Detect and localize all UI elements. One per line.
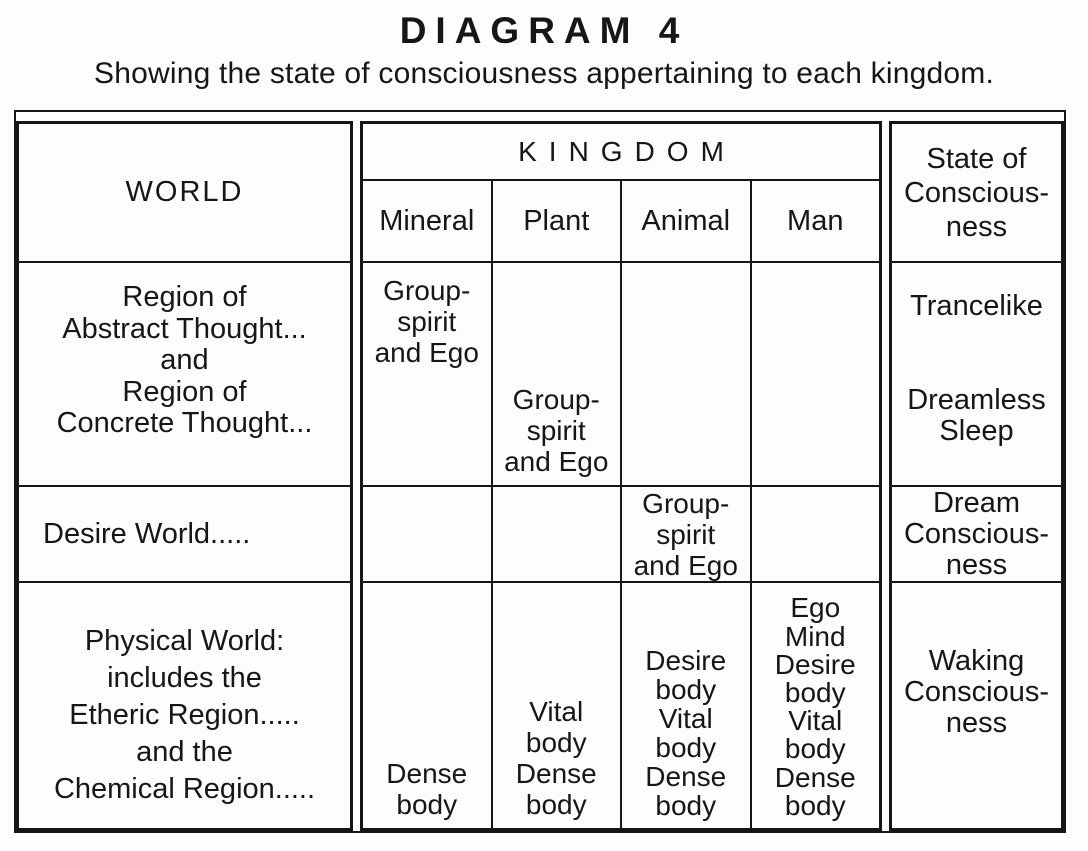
trancelike-label: Trancelike [910,290,1043,322]
kingdom-column-animal: Animal Group- spirit and Ego Desire body… [622,181,752,828]
cell-state-trancelike-dreamless: Trancelike Dreamless Sleep [892,263,1061,487]
cell-mineral-desire-world [363,487,491,583]
diagram-title: DIAGRAM 4 [399,10,689,51]
cell-man-thought-regions [751,263,879,487]
kingdom-column-man: Man Ego Mind Desire body Vital body Dens… [751,181,879,828]
consciousness-table: WORLD Region of Abstract Thought... and … [14,110,1066,833]
animal-column-header: Animal [622,181,750,263]
cell-mineral-physical-world: Dense body [386,758,468,820]
man-column-header: Man [751,181,879,263]
state-of-consciousness-header: State of Conscious- ness [892,124,1061,263]
cell-animal-thought-regions [622,263,750,487]
cell-mineral-thought-regions: Group- spirit and Ego [363,263,491,487]
world-panel: WORLD Region of Abstract Thought... and … [16,121,353,831]
mineral-column-header: Mineral [363,181,491,263]
cell-animal-physical-world: Desire body Vital body Dense body [645,645,727,821]
cell-world-physical-world: Physical World: includes the Etheric Reg… [53,625,316,805]
kingdom-header: KINGDOM [363,124,879,181]
plant-column-header: Plant [492,181,620,263]
kingdom-column-plant: Plant Group- spirit and Ego Vital body D… [492,181,622,828]
cell-man-physical-world: Ego Mind Desire body Vital body Dense bo… [774,592,856,821]
cell-world-thought-regions: Region of Abstract Thought... and Region… [19,263,350,487]
cell-animal-desire-world: Group- spirit and Ego [622,487,750,583]
cell-man-desire-world [751,487,879,583]
cell-plant-physical-world: Vital body Dense body [515,696,597,820]
cell-plant-desire-world [492,487,620,583]
state-panel: State of Conscious- ness Trancelike Drea… [889,121,1064,831]
dreamless-sleep-label: Dreamless Sleep [907,384,1046,447]
kingdom-panel: KINGDOM Mineral Group- spirit and Ego De… [360,121,882,831]
diagram-subtitle: Showing the state of consciousness apper… [93,57,995,90]
cell-state-waking-consciousness: Waking Conscious- ness [903,645,1050,739]
world-column-header: WORLD [19,124,350,263]
kingdom-columns: Mineral Group- spirit and Ego Dense body… [363,181,879,828]
cell-plant-thought-regions: Group- spirit and Ego [492,263,620,487]
cell-state-dream-consciousness: Dream Conscious- ness [892,487,1061,583]
cell-world-desire-world: Desire World..... [19,487,350,583]
kingdom-column-mineral: Mineral Group- spirit and Ego Dense body [363,181,493,828]
